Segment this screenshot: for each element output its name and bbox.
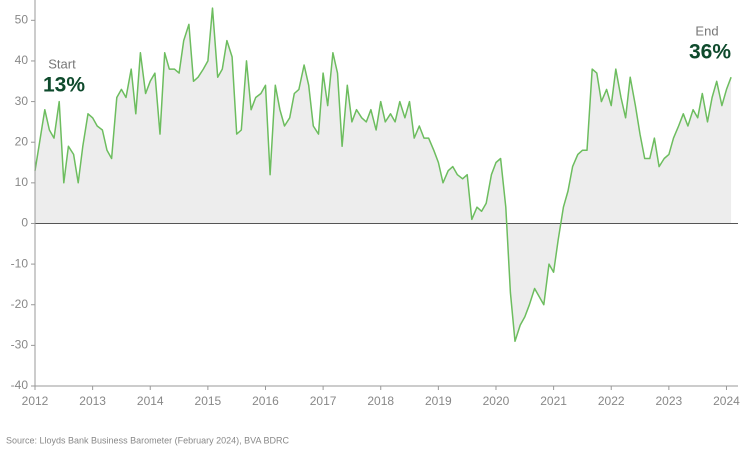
x-tick-label: 2019 — [425, 394, 452, 408]
start-value: 13% — [43, 74, 85, 97]
y-tick-label: -10 — [11, 256, 29, 270]
x-tick-label: 2024 — [713, 394, 740, 408]
x-tick-label: 2015 — [195, 394, 222, 408]
x-tick-label: 2023 — [656, 394, 683, 408]
y-tick-label: 50 — [15, 12, 29, 26]
x-tick-label: 2017 — [310, 394, 337, 408]
x-tick-label: 2016 — [252, 394, 279, 408]
start-label: Start — [48, 56, 76, 71]
area-fill — [35, 8, 732, 342]
y-tick-label: -30 — [11, 338, 29, 352]
y-tick-label: -20 — [11, 297, 29, 311]
x-tick-label: 2020 — [483, 394, 510, 408]
x-tick-label: 2021 — [540, 394, 567, 408]
end-label: End — [695, 23, 718, 38]
x-tick-label: 2013 — [79, 394, 106, 408]
source: Source: Lloyds Bank Business Barometer (… — [6, 435, 289, 445]
x-tick-label: 2012 — [22, 394, 49, 408]
y-tick-label: 40 — [15, 53, 29, 67]
y-tick-label: 10 — [15, 175, 29, 189]
line — [34, 7, 732, 343]
x-tick-label: 2014 — [137, 394, 164, 408]
y-tick-label: 30 — [15, 94, 29, 108]
x-tick-label: 2018 — [367, 394, 394, 408]
y-tick-label: 20 — [15, 134, 29, 148]
x-tick-label: 2022 — [598, 394, 625, 408]
end-value: 36% — [689, 41, 731, 64]
y-tick-label: 0 — [21, 216, 28, 230]
y-tick-label: -40 — [11, 378, 29, 392]
